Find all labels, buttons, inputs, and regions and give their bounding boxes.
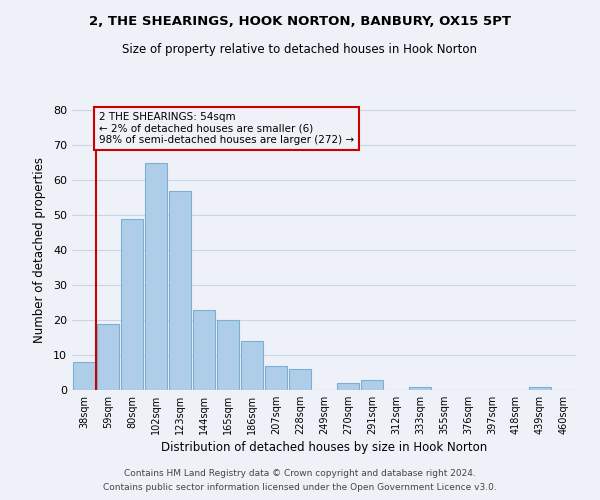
- Bar: [145, 162, 167, 390]
- Bar: [337, 383, 359, 390]
- Bar: [217, 320, 239, 390]
- Y-axis label: Number of detached properties: Number of detached properties: [33, 157, 46, 343]
- Text: Contains HM Land Registry data © Crown copyright and database right 2024.: Contains HM Land Registry data © Crown c…: [124, 468, 476, 477]
- Bar: [169, 190, 191, 390]
- Text: Size of property relative to detached houses in Hook Norton: Size of property relative to detached ho…: [122, 42, 478, 56]
- Bar: [121, 218, 143, 390]
- Bar: [529, 386, 551, 390]
- Text: 2, THE SHEARINGS, HOOK NORTON, BANBURY, OX15 5PT: 2, THE SHEARINGS, HOOK NORTON, BANBURY, …: [89, 15, 511, 28]
- X-axis label: Distribution of detached houses by size in Hook Norton: Distribution of detached houses by size …: [161, 441, 487, 454]
- Bar: [361, 380, 383, 390]
- Bar: [193, 310, 215, 390]
- Bar: [73, 362, 95, 390]
- Bar: [409, 386, 431, 390]
- Bar: [97, 324, 119, 390]
- Bar: [289, 369, 311, 390]
- Text: 2 THE SHEARINGS: 54sqm
← 2% of detached houses are smaller (6)
98% of semi-detac: 2 THE SHEARINGS: 54sqm ← 2% of detached …: [99, 112, 354, 145]
- Bar: [241, 341, 263, 390]
- Bar: [265, 366, 287, 390]
- Text: Contains public sector information licensed under the Open Government Licence v3: Contains public sector information licen…: [103, 484, 497, 492]
